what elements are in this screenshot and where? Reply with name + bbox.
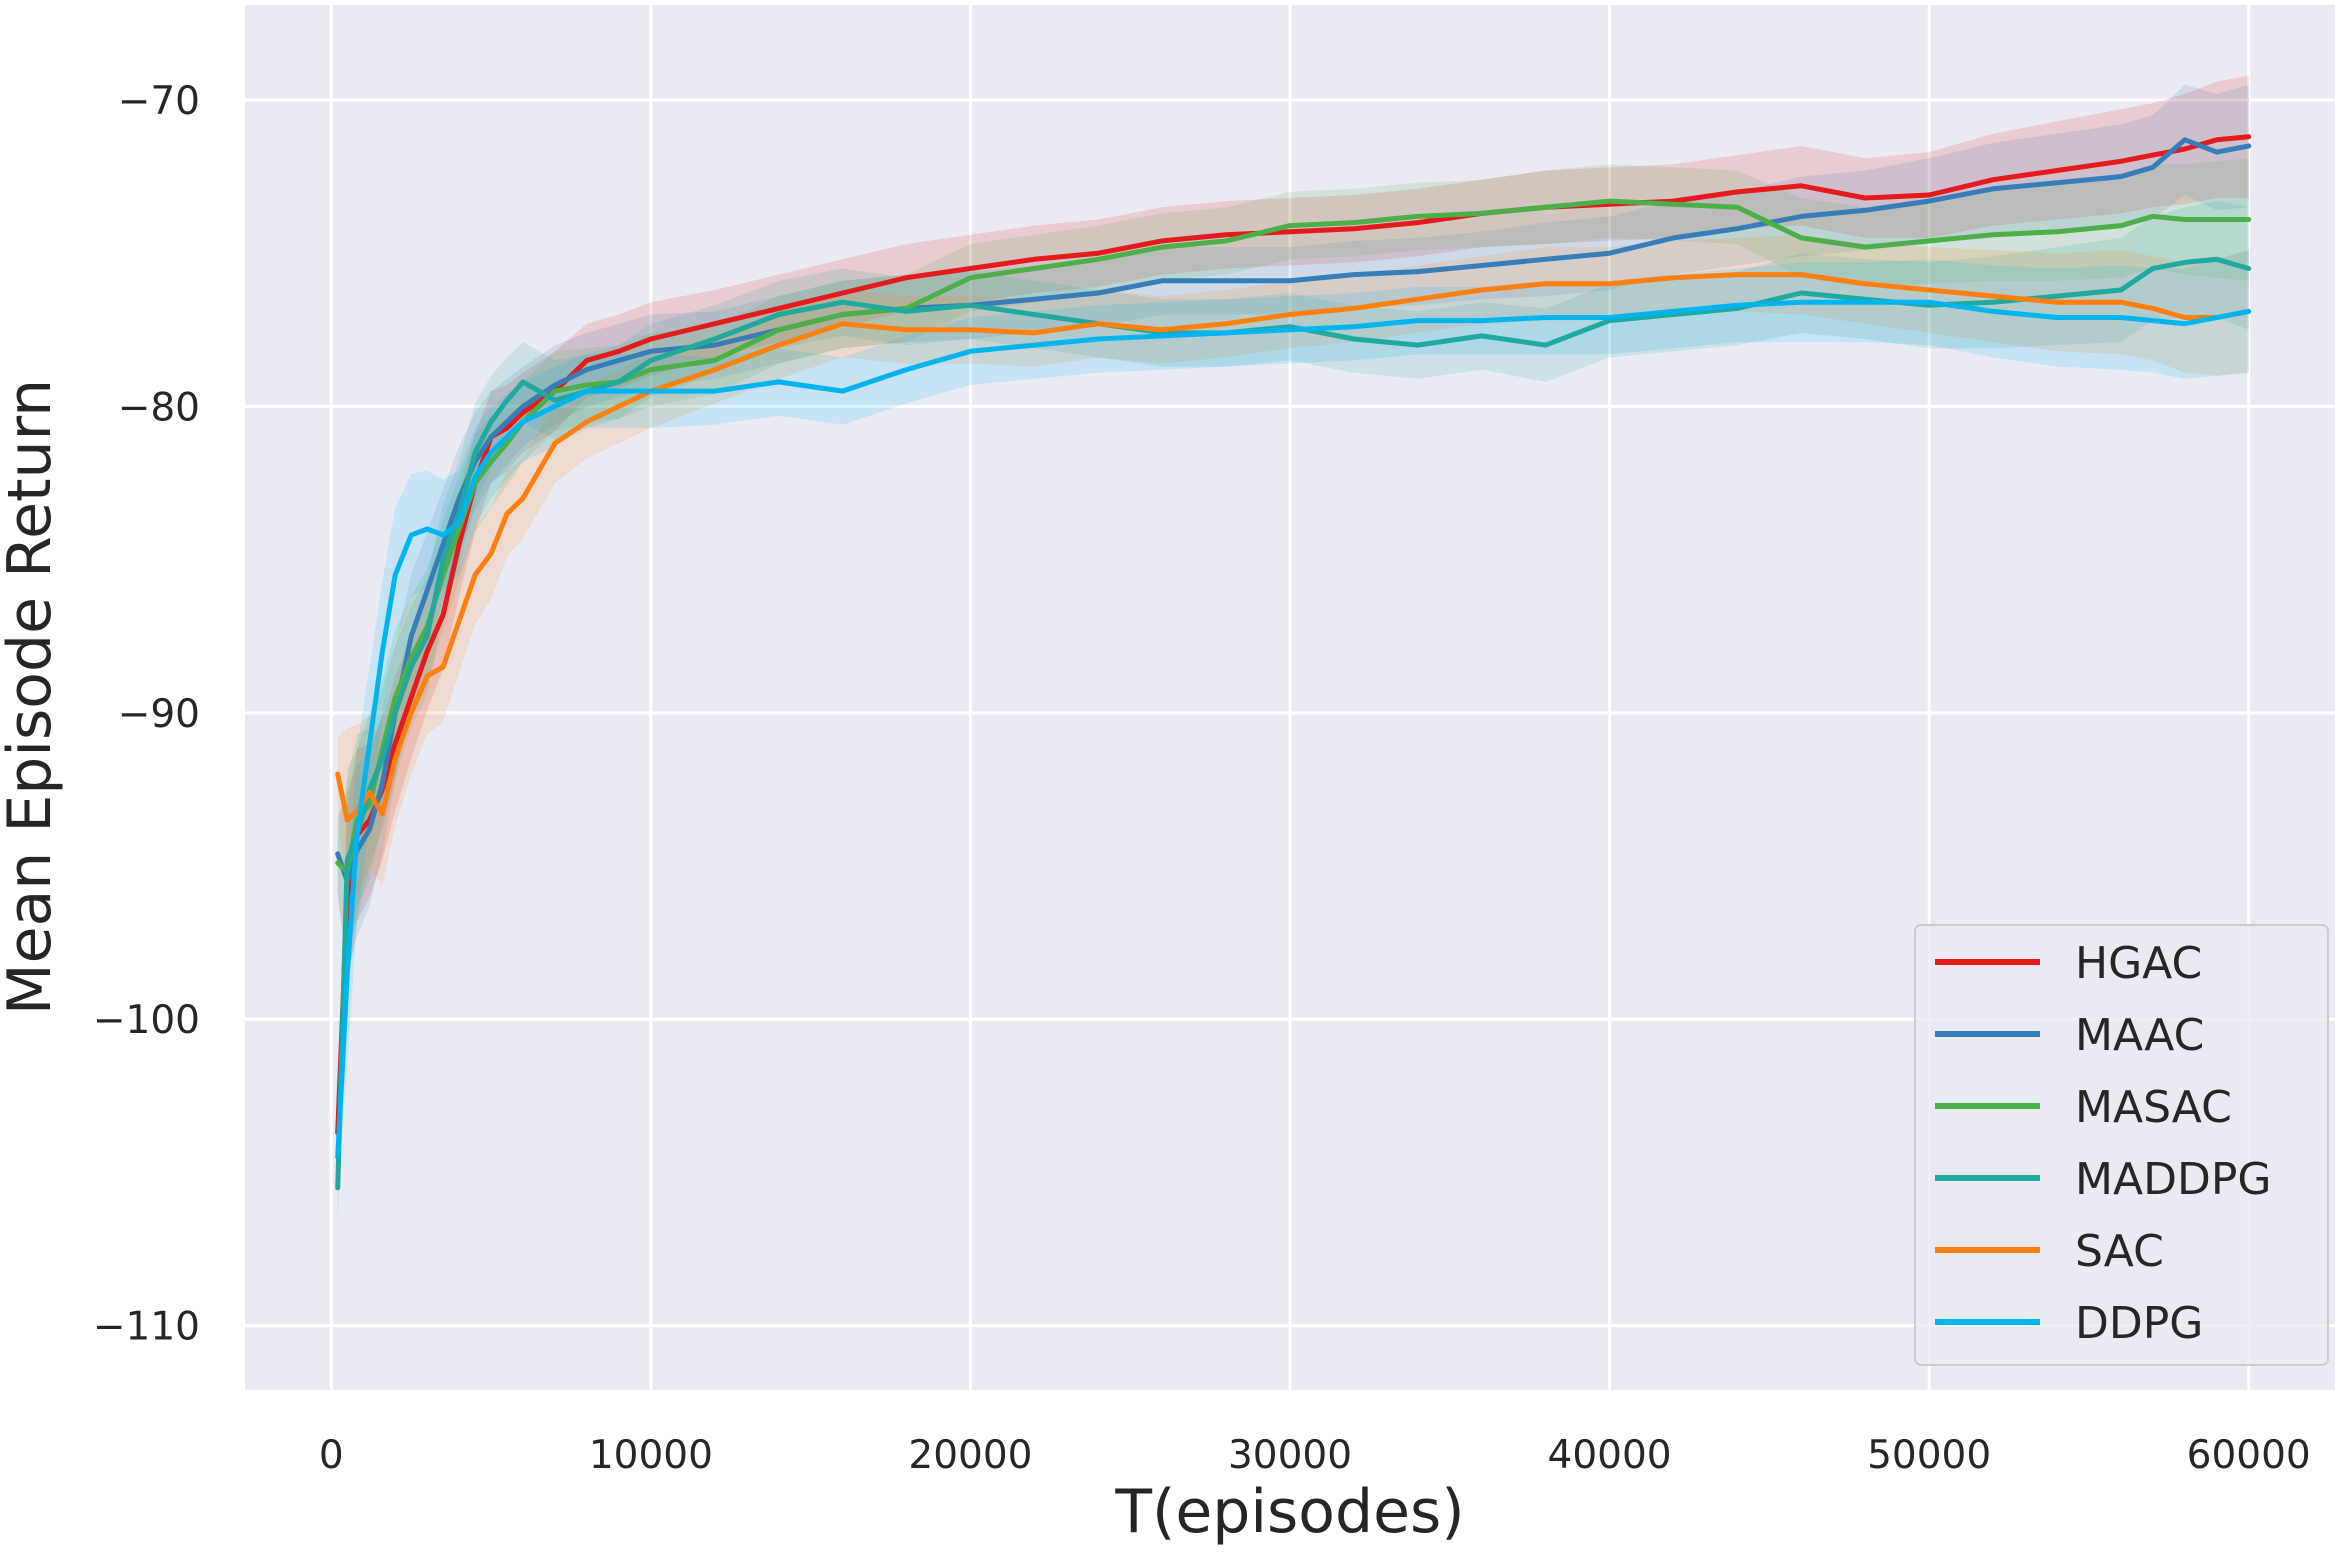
line-sac — [335, 272, 2252, 823]
x-tick-label: 30000 — [1228, 1433, 1352, 1478]
legend-label-maddpg: MADDPG — [2075, 1154, 2271, 1205]
legend-label-ddpg: DDPG — [2075, 1298, 2203, 1349]
legend-label-maac: MAAC — [2075, 1010, 2204, 1061]
legend-items: HGAC MAAC MASAC MADDPG SAC DDPG — [1935, 938, 2271, 1349]
y-tick-label: −70 — [118, 79, 200, 124]
y-tick-labels: −110 −100 −90 −80 −70 — [93, 79, 200, 1350]
y-tick-label: −110 — [93, 1305, 200, 1350]
x-tick-label: 20000 — [908, 1433, 1032, 1478]
x-tick-label: 0 — [319, 1433, 344, 1478]
x-tick-label: 10000 — [589, 1433, 713, 1478]
x-tick-label: 60000 — [2187, 1433, 2311, 1478]
legend: HGAC MAAC MASAC MADDPG SAC DDPG — [1914, 924, 2329, 1366]
y-tick-label: −100 — [93, 998, 200, 1043]
legend-label-masac: MASAC — [2075, 1082, 2232, 1133]
line-ddpg — [335, 299, 2252, 1160]
x-tick-label: 40000 — [1548, 1433, 1672, 1478]
y-tick-label: −90 — [118, 692, 200, 737]
x-axis-title: T(episodes) — [1114, 1477, 1464, 1547]
y-tick-label: −80 — [118, 385, 200, 430]
y-axis-title: Mean Episode Return — [0, 379, 65, 1015]
band-masac — [337, 158, 2249, 965]
legend-label-sac: SAC — [2075, 1226, 2164, 1277]
series-lines — [335, 134, 2252, 1191]
line-hgac — [335, 134, 2252, 1136]
x-tick-label: 50000 — [1867, 1433, 1991, 1478]
legend-label-hgac: HGAC — [2075, 938, 2202, 989]
band-ddpg — [337, 250, 2249, 1194]
x-tick-labels: 0 10000 20000 30000 40000 50000 60000 — [319, 1433, 2311, 1478]
